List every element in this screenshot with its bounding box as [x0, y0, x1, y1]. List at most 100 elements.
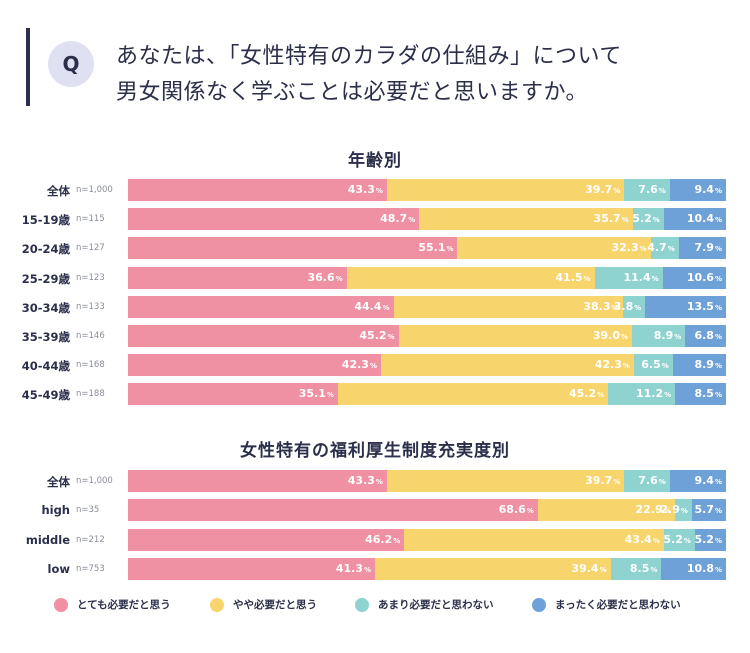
data-label: 35.7%	[593, 212, 629, 226]
seg-very-necessary: 44.4%	[128, 295, 394, 318]
legend-dot-teal	[355, 597, 369, 612]
row-sample-size: n=1,000	[76, 476, 113, 486]
seg-not-necessary: 5.7%	[691, 499, 726, 522]
legend-label: やや必要だと思う	[233, 599, 317, 611]
data-label: 8.5%	[694, 387, 722, 401]
data-label: 41.5%	[555, 270, 591, 284]
data-label: 11.4%	[623, 270, 659, 284]
legend: とても必要だと思う やや必要だと思う あまり必要だと思わない まったく必要だと思…	[0, 597, 750, 617]
seg-somewhat-necessary: 38.3%	[393, 295, 623, 318]
seg-not-very-necessary: 3.8%	[614, 295, 646, 318]
row-label: 30-34歳	[21, 300, 70, 315]
data-label: 46.2%	[365, 532, 401, 546]
data-label: 32.3%	[611, 241, 647, 255]
seg-not-necessary: 10.4%	[663, 208, 726, 231]
seg-very-necessary: 43.3%	[128, 470, 387, 492]
seg-not-necessary: 13.5%	[645, 295, 726, 318]
legend-label: まったく必要だと思わない	[555, 599, 681, 611]
data-label: 39.7%	[585, 474, 621, 487]
row-label: 15-19歳	[21, 213, 70, 228]
seg-very-necessary: 55.1%	[128, 237, 458, 260]
stacked-bar: 35.1% 45.2% 11.2% 8.5%	[128, 383, 726, 406]
data-label: 5.2%	[632, 212, 660, 226]
data-label: 42.3%	[341, 358, 377, 372]
stacked-bar: 36.6% 41.5% 11.4% 10.6%	[128, 266, 726, 289]
row-label: 全体	[47, 184, 70, 198]
question-accent-bar	[26, 28, 30, 106]
row-sample-size: n=123	[76, 272, 105, 283]
seg-somewhat-necessary: 39.0%	[398, 325, 633, 347]
data-label: 9.4%	[694, 183, 722, 196]
legend-item-not-very-necessary: あまり必要だと思わない	[355, 597, 494, 612]
seg-somewhat-necessary: 42.3%	[380, 354, 634, 377]
row-sample-size: n=133	[76, 301, 105, 312]
data-label: 36.6%	[307, 270, 343, 284]
row-sample-size: n=115	[76, 214, 105, 225]
seg-not-very-necessary: 2.9%	[660, 499, 692, 522]
seg-not-necessary: 8.9%	[672, 354, 726, 377]
seg-not-very-necessary: 5.2%	[632, 208, 664, 231]
legend-dot-blue	[532, 597, 546, 612]
data-label: 7.6%	[638, 474, 666, 487]
data-label: 43.3%	[347, 183, 383, 196]
question-q-icon: Q	[48, 41, 94, 87]
data-label: 6.5%	[641, 358, 669, 372]
seg-not-very-necessary: 8.5%	[610, 557, 662, 580]
seg-not-necessary: 7.9%	[678, 237, 726, 260]
seg-somewhat-necessary: 39.7%	[386, 179, 625, 201]
data-label: 7.6%	[638, 183, 666, 196]
seg-somewhat-necessary: 41.5%	[346, 266, 595, 289]
data-label: 8.9%	[694, 358, 722, 372]
data-label: 43.3%	[347, 474, 383, 487]
data-label: 5.2%	[694, 532, 722, 546]
data-label: 8.5%	[629, 561, 658, 575]
row-sample-size: n=753	[76, 563, 105, 574]
data-label: 41.3%	[335, 561, 371, 575]
data-label: 2.9%	[660, 503, 688, 517]
row-sample-size: n=1,000	[76, 185, 113, 195]
seg-not-necessary: 8.5%	[675, 383, 726, 406]
data-label: 7.9%	[694, 241, 722, 255]
question-line-2: 男女関係なく学ぶことは必要だと思いますか。	[116, 80, 589, 105]
data-label: 35.1%	[298, 387, 334, 401]
data-label: 44.4%	[354, 299, 390, 313]
seg-somewhat-necessary: 43.4%	[404, 528, 664, 551]
data-label: 55.1%	[418, 241, 454, 255]
seg-not-very-necessary: 5.2%	[663, 528, 695, 551]
row-label: 20-24歳	[21, 242, 70, 257]
legend-label: あまり必要だと思わない	[378, 599, 494, 611]
data-label: 10.4%	[686, 212, 722, 226]
seg-not-necessary: 10.8%	[661, 557, 726, 580]
seg-very-necessary: 46.2%	[128, 528, 405, 551]
data-label: 39.7%	[585, 183, 621, 196]
row-sample-size: n=212	[76, 534, 105, 545]
stacked-bar: 42.3% 42.3% 6.5% 8.9%	[128, 354, 726, 377]
seg-not-very-necessary: 11.4%	[594, 266, 663, 289]
seg-very-necessary: 48.7%	[128, 208, 420, 231]
data-label: 39.0%	[592, 329, 629, 342]
seg-somewhat-necessary: 39.7%	[386, 470, 625, 492]
seg-very-necessary: 41.3%	[128, 557, 375, 580]
seg-not-necessary: 10.6%	[662, 266, 726, 289]
seg-very-necessary: 35.1%	[128, 383, 338, 406]
data-label: 39.4%	[571, 561, 607, 575]
data-label: 13.5%	[686, 299, 722, 313]
row-sample-size: n=35	[76, 505, 100, 516]
data-label: 48.7%	[380, 212, 416, 226]
data-label: 4.7%	[647, 241, 675, 255]
seg-somewhat-necessary: 32.3%	[457, 237, 651, 260]
seg-not-necessary: 9.4%	[669, 470, 726, 492]
legend-item-somewhat-necessary: やや必要だと思う	[210, 597, 317, 612]
stacked-bar: 41.3% 39.4% 8.5% 10.8%	[128, 557, 726, 580]
stacked-bar: 48.7% 35.7% 5.2% 10.4%	[128, 208, 726, 231]
legend-label: とても必要だと思う	[77, 599, 171, 611]
row-label: 全体	[47, 475, 70, 489]
seg-very-necessary: 45.2%	[128, 325, 399, 347]
row-sample-size: n=146	[76, 331, 105, 341]
row-label: 25-29歳	[21, 271, 70, 286]
seg-somewhat-necessary: 22.9%	[537, 499, 675, 522]
welfare-section-title: 女性特有の福利厚生制度充実度別	[240, 441, 510, 461]
data-label: 38.3%	[583, 299, 619, 313]
data-label: 22.9%	[635, 503, 671, 517]
row-label: middle	[25, 532, 70, 547]
